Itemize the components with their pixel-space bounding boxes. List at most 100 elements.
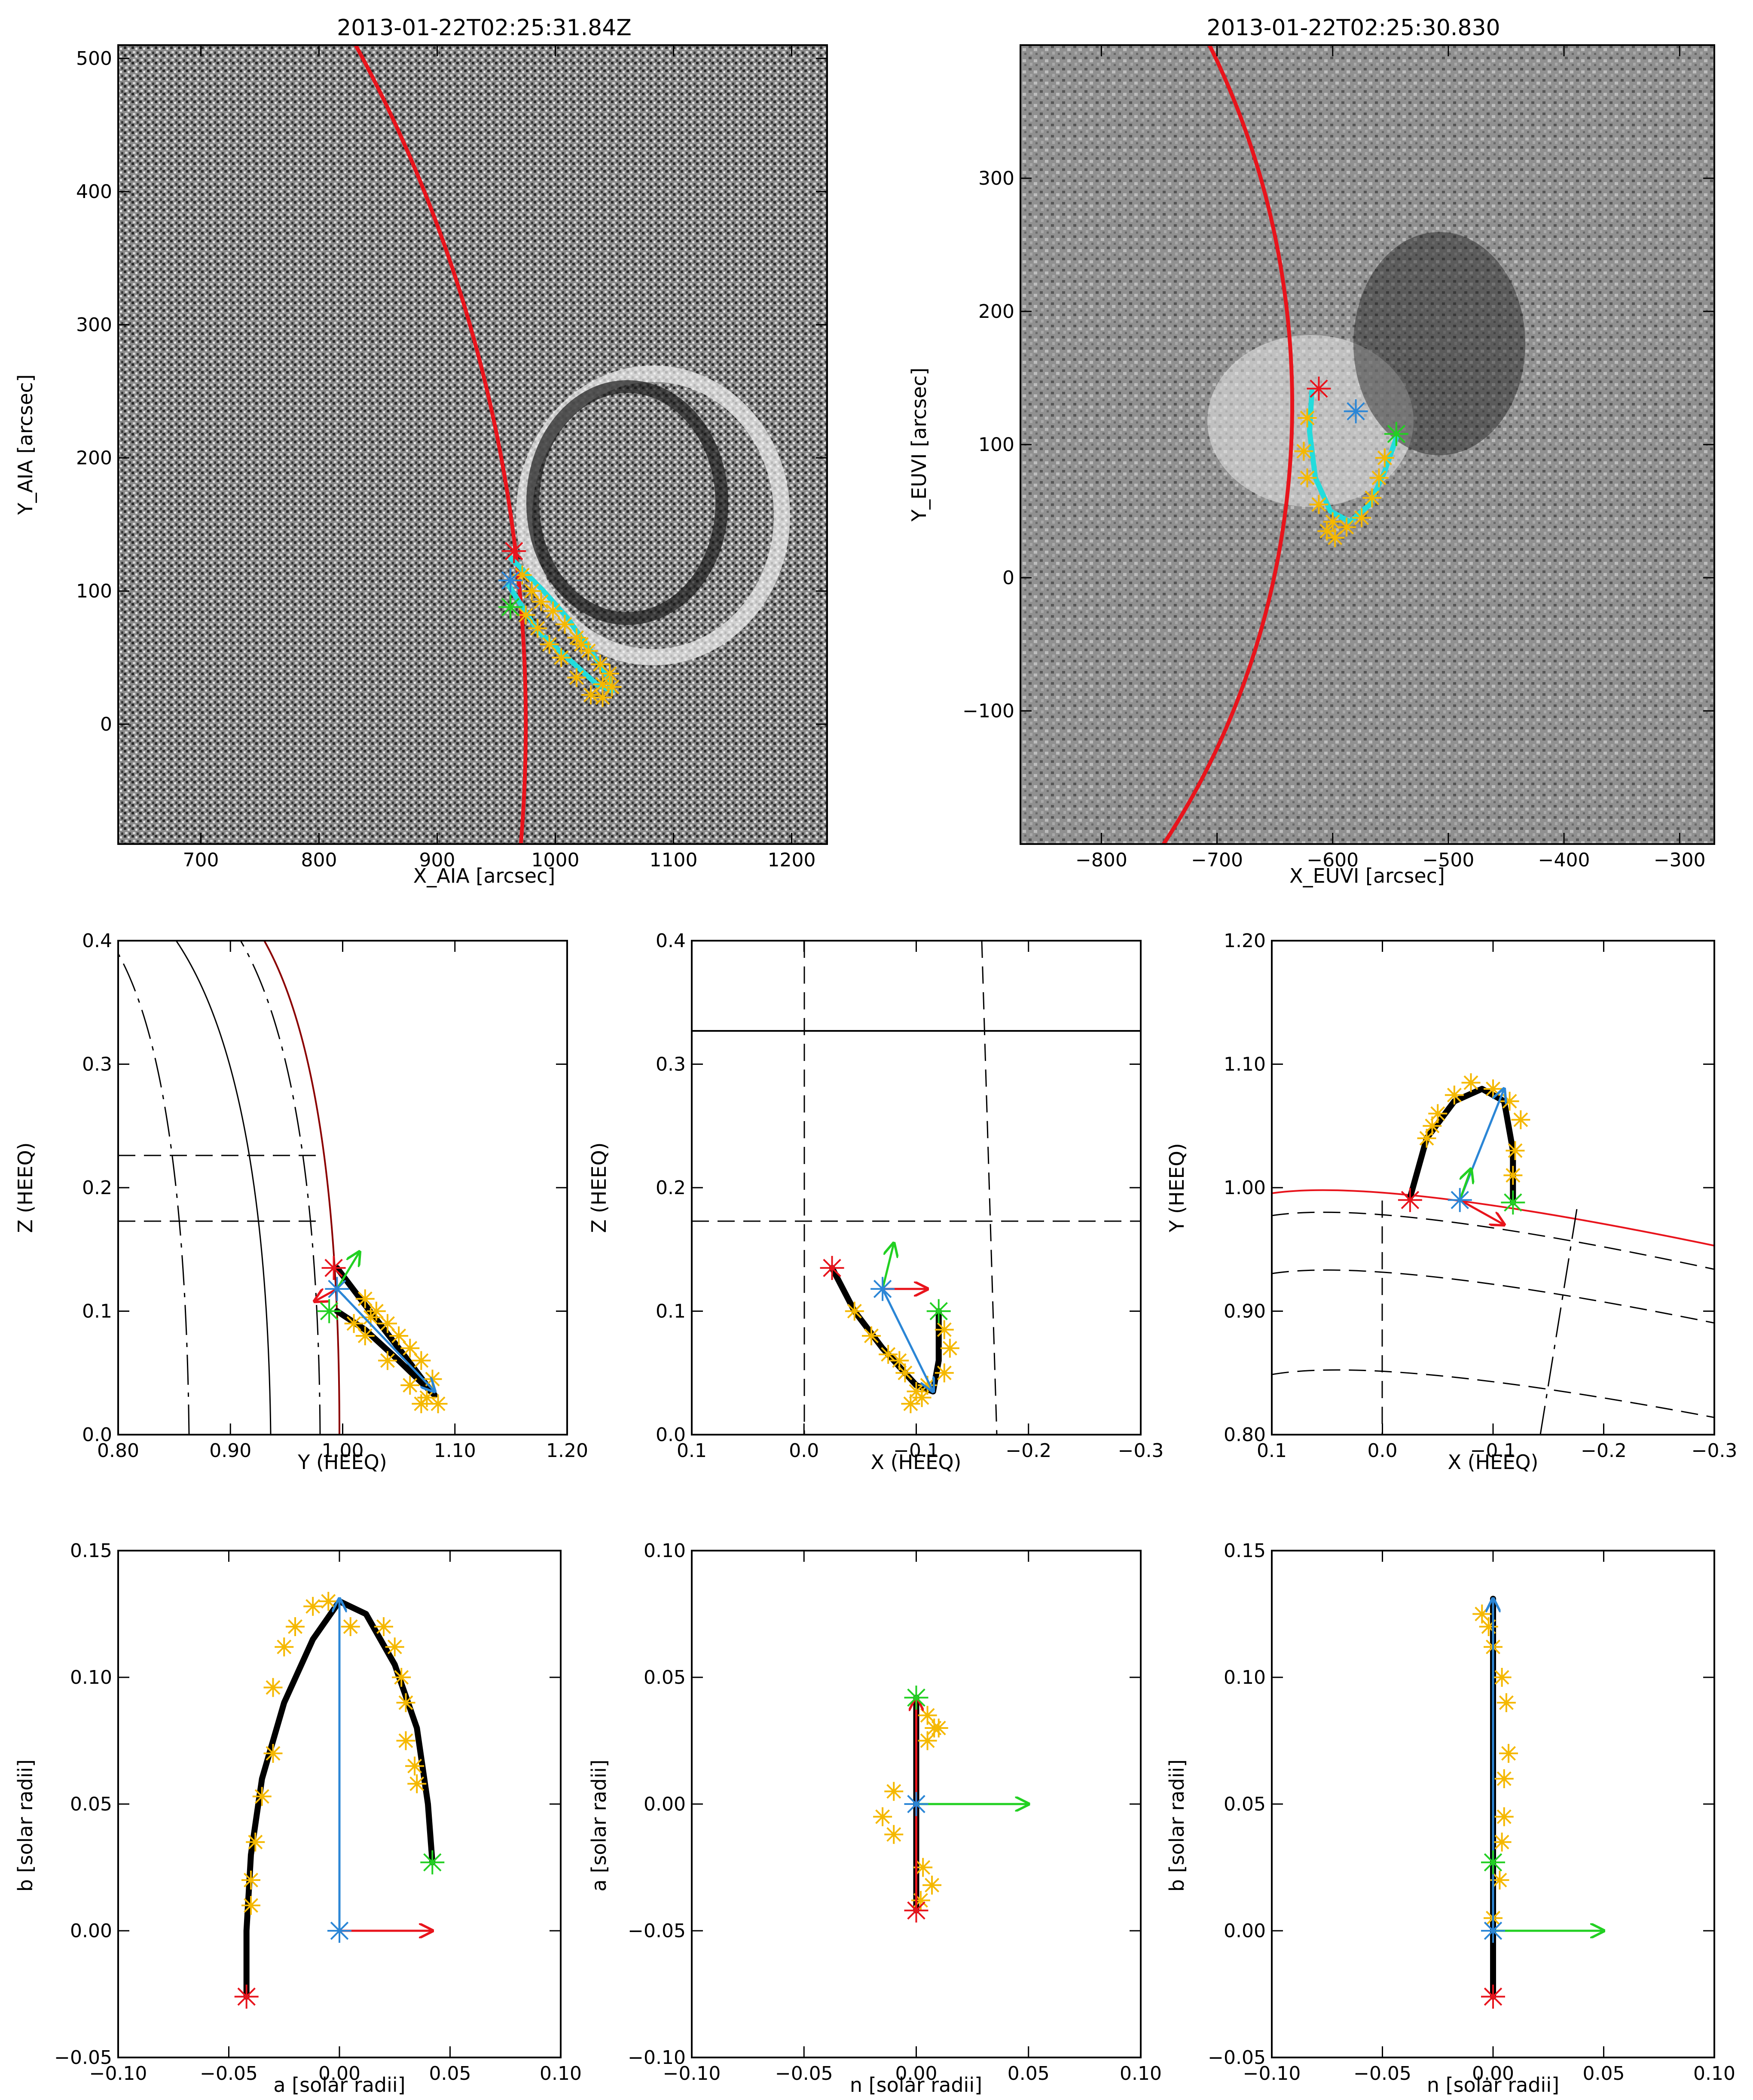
heeq-xy-xtick-label-3: −0.2 (1581, 1440, 1627, 1462)
heeq-xy-point-6 (1511, 1110, 1530, 1129)
loop-ab-point-13 (396, 1693, 415, 1712)
aia-point-15 (528, 619, 547, 638)
heeq-yz-shell-3 (240, 940, 321, 1435)
loop-nb-ytick-label-1: 0.00 (1224, 1920, 1266, 1942)
euvi-ytick-label-2: 100 (978, 434, 1014, 456)
panel-heeq-xy-ylabel: Y (HEEQ) (1165, 1143, 1188, 1233)
heeq-yz-limb (263, 940, 340, 1435)
loop-na-ytick-label-1: −0.05 (628, 1920, 686, 1942)
heeq-yz-shell-2 (175, 940, 272, 1435)
panel-heeq-yz-ylabel: Z (HEEQ) (14, 1143, 37, 1233)
aia-marker-red (502, 539, 526, 563)
heeq-yz-point-8 (344, 1314, 363, 1333)
aia-ytick-label-5: 500 (76, 48, 112, 70)
euvi-ytick-label-4: 300 (978, 168, 1014, 189)
heeq-xz-ytick-label-2: 0.2 (656, 1177, 686, 1199)
heeq-xz-vector-blue (881, 1288, 933, 1392)
loop-nb-ytick-label-4: 0.15 (1224, 1540, 1266, 1562)
heeq-xz-point-7 (935, 1363, 954, 1383)
loop-ab-ytick-label-4: 0.15 (70, 1540, 112, 1562)
aia-point-14 (540, 635, 559, 654)
panel-loop-ab-axes: −0.10 −0.05 0.00 0.05 0.10−0.050.000.050.100… (54, 1540, 582, 2085)
loop-nb-marker-blue (1481, 1919, 1505, 1943)
loop-ab-point-6 (286, 1617, 305, 1636)
heeq-yz-frame (117, 940, 568, 1436)
loop-nb-point-4 (1496, 1693, 1516, 1712)
euvi-point-9 (1375, 448, 1394, 467)
heeq-yz-point-3 (423, 1369, 442, 1389)
heeq-yz-ytick-label-0: 0.0 (82, 1424, 112, 1446)
loop-ab-point-9 (341, 1617, 360, 1636)
heeq-yz-point-9 (355, 1289, 375, 1308)
panel-heeq-xy: 0.1 0.0 −0.1 −0.2 −0.3 0.80 0.90 1.00 1.10 1.20 X… (1165, 930, 1737, 1474)
heeq-xy-xtick-label-1: 0.0 (1368, 1440, 1398, 1462)
panel-loop-na-plot (873, 1685, 1029, 1923)
loop-ab-ytick-label-0: −0.05 (54, 2047, 112, 2069)
panel-loop-nb: −0.10 −0.05 0.00 0.05 0.10−0.050.000.050.100… (1165, 1540, 1735, 2097)
panel-loop-ab-ylabel: b [solar radii] (14, 1759, 37, 1892)
loop-ab-point-0 (241, 1871, 260, 1890)
heeq-xy-marker-blue (1448, 1188, 1472, 1212)
heeq-xy-point-4 (1484, 1079, 1503, 1098)
heeq-yz-xtick-label-4: 1.20 (546, 1440, 588, 1462)
heeq-yz-vector-red (315, 1288, 338, 1301)
panel-loop-na-xlabel: n [solar radii] (850, 2073, 982, 2097)
aia-point-3 (544, 601, 562, 621)
aia-xtick-label-4: 1100 (650, 849, 698, 871)
aia-point-8 (600, 664, 619, 683)
panel-heeq-yz-xlabel: Y (HEEQ) (297, 1451, 387, 1474)
euvi-point-3 (1309, 495, 1328, 514)
heeq-xz-xtick-label-1: 0.0 (789, 1440, 819, 1462)
aia-xtick-label-1: 800 (301, 849, 337, 871)
euvi-point-6 (1352, 508, 1371, 527)
heeq-xy-ytick-label-4: 1.20 (1224, 930, 1266, 952)
loop-na-xtick-label-1: −0.05 (775, 2063, 833, 2085)
panel-loop-nb-ylabel: b [solar radii] (1165, 1759, 1188, 1892)
loop-nb-point-1 (1479, 1617, 1498, 1636)
panel-aia-ylabel: Y_AIA [arcsec] (14, 374, 37, 515)
panel-aia-axes: 700 800 900 1000 1100 1200 0 100 200 300 400 500 (76, 44, 828, 871)
heeq-xz-marker-green (926, 1299, 951, 1323)
heeq-xy-shell-3 (1271, 1369, 1715, 1418)
euvi-fit-line (1307, 389, 1399, 524)
loop-ab-ytick-label-3: 0.10 (70, 1667, 112, 1689)
panel-loop-nb-xlabel: n [solar radii] (1427, 2073, 1559, 2097)
heeq-xz-frame (691, 940, 1142, 1436)
heeq-xz-marker-blue (870, 1277, 895, 1301)
heeq-xy-xtick-label-2: −0.1 (1470, 1440, 1516, 1462)
loop-nb-xtick-label-0: −0.10 (1243, 2063, 1301, 2085)
loop-na-xtick-label-4: 0.10 (1120, 2063, 1162, 2085)
heeq-xz-point-2 (879, 1345, 898, 1364)
loop-ab-point-17 (241, 1896, 260, 1915)
aia-point-12 (567, 668, 586, 687)
panel-loop-nb-plot (1472, 1596, 1603, 2009)
euvi-point-4 (1323, 512, 1342, 531)
heeq-xz-ytick-label-1: 0.1 (656, 1301, 686, 1323)
heeq-yz-xtick-label-0: 0.80 (97, 1440, 139, 1462)
heeq-xz-point-11 (912, 1388, 931, 1407)
heeq-xy-ref-vertical-2 (1539, 1209, 1578, 1435)
heeq-xy-point-2 (1445, 1085, 1464, 1105)
euvi-point-11 (1325, 528, 1345, 547)
loop-ab-ytick-label-1: 0.00 (70, 1920, 112, 1942)
panel-heeq-xz-axes: 0.1 0.0 −0.1 −0.2 −0.30.00.10.20.30.4 (656, 930, 1164, 1462)
heeq-yz-marker-green (317, 1299, 342, 1323)
euvi-marker-green (1384, 422, 1408, 446)
panel-loop-na: −0.10 −0.05 0.00 0.05 0.10 −0.10 −0.05 0.00 0.05… (587, 1540, 1162, 2097)
panel-euvi-ylabel: Y_EUVI [arcsec] (907, 368, 931, 522)
panel-aia-title: 2013-01-22T02:25:31.84Z (337, 15, 632, 41)
loop-ab-xtick-label-0: −0.10 (89, 2063, 147, 2085)
euvi-ytick-label-1: 0 (1002, 567, 1014, 589)
euvi-xtick-label-0: −800 (1075, 849, 1127, 871)
aia-xtick-label-2: 900 (419, 849, 455, 871)
heeq-xy-frame (1271, 940, 1715, 1436)
heeq-xy-point-9 (1423, 1116, 1442, 1136)
panel-euvi: 2013-01-22T02:25:30.830 −800 −700 −600 −500… (907, 15, 1715, 887)
aia-xtick-label-0: 700 (183, 849, 219, 871)
euvi-xtick-label-4: −400 (1538, 849, 1590, 871)
heeq-xy-vector-green (1459, 1169, 1471, 1201)
loop-ab-point-14 (396, 1731, 415, 1750)
euvi-marker-blue (1344, 399, 1368, 424)
aia-ytick-label-0: 0 (100, 713, 112, 735)
